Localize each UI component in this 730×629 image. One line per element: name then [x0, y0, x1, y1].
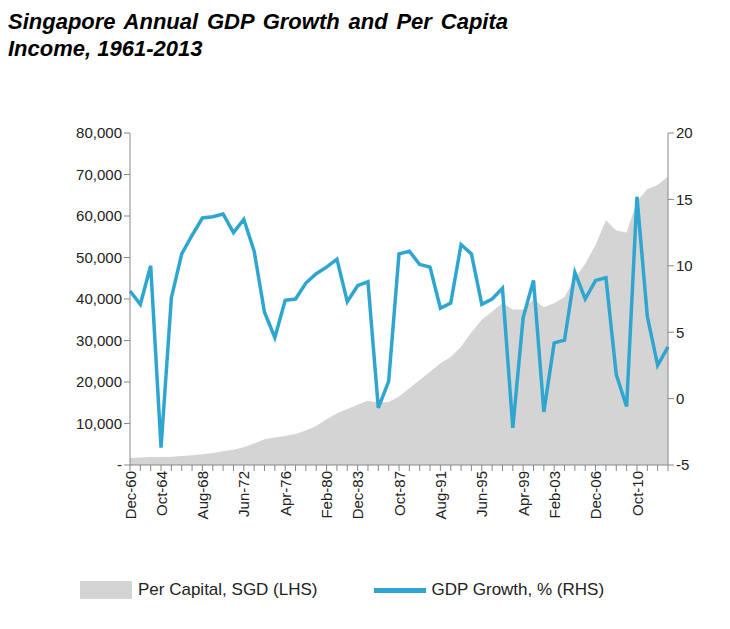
- svg-text:80,000: 80,000: [76, 124, 122, 141]
- svg-text:Oct-87: Oct-87: [391, 471, 408, 516]
- svg-text:20: 20: [676, 124, 693, 141]
- svg-text:Feb-80: Feb-80: [318, 471, 335, 519]
- svg-text:Oct-10: Oct-10: [629, 471, 646, 516]
- svg-text:40,000: 40,000: [76, 290, 122, 307]
- svg-text:0: 0: [676, 390, 684, 407]
- svg-text:Dec-06: Dec-06: [587, 471, 604, 519]
- svg-text:-5: -5: [676, 456, 689, 473]
- svg-text:60,000: 60,000: [76, 207, 122, 224]
- svg-text:Aug-68: Aug-68: [194, 471, 211, 519]
- svg-text:Apr-99: Apr-99: [515, 471, 532, 516]
- svg-text:Jun-95: Jun-95: [473, 471, 490, 517]
- svg-text:-: -: [117, 456, 122, 473]
- svg-text:Oct-64: Oct-64: [153, 471, 170, 516]
- html-text:Per Capital, SGD (LHS): Per Capital, SGD (LHS): [138, 580, 318, 599]
- html-text:GDP Growth, % (RHS): GDP Growth, % (RHS): [431, 580, 605, 599]
- svg-text:Apr-76: Apr-76: [277, 471, 294, 516]
- svg-text:50,000: 50,000: [76, 249, 122, 266]
- svg-text:15: 15: [676, 191, 693, 208]
- svg-text:Dec-83: Dec-83: [349, 471, 366, 519]
- html-text:Singapore Annual GDP Growth an: Singapore Annual GDP Growth and Per Capi…: [8, 9, 508, 61]
- svg-text:30,000: 30,000: [76, 332, 122, 349]
- svg-text:Aug-91: Aug-91: [432, 471, 449, 519]
- svg-text:5: 5: [676, 324, 684, 341]
- svg-text:20,000: 20,000: [76, 373, 122, 390]
- svg-text:Feb-03: Feb-03: [546, 471, 563, 519]
- svg-text:Jun-72: Jun-72: [235, 471, 252, 517]
- svg-text:10: 10: [676, 257, 693, 274]
- svg-text:70,000: 70,000: [76, 166, 122, 183]
- svg-text:Dec-60: Dec-60: [122, 471, 139, 519]
- svg-text:10,000: 10,000: [76, 415, 122, 432]
